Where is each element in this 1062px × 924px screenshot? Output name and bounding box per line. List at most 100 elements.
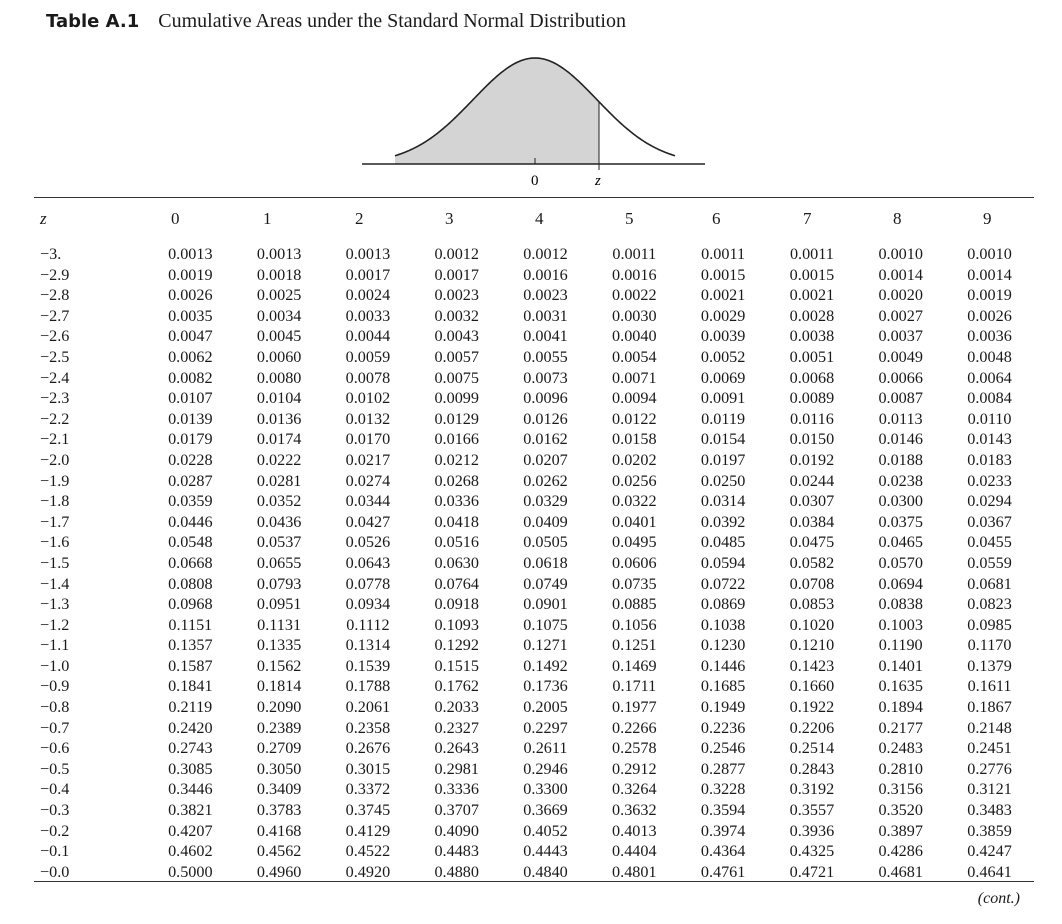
table-cell: 0.0314	[700, 492, 746, 511]
table-cell: 0.0038	[789, 327, 835, 346]
table-cell: 0.3745	[345, 801, 391, 820]
table-cell: 0.0367	[967, 512, 1012, 531]
table-cell: 0.0375	[878, 512, 923, 531]
table-cell: 0.0080	[256, 368, 302, 387]
table-cell: 0.0102	[345, 389, 391, 408]
table-cell: 0.0559	[967, 553, 1012, 572]
table-cell: 0.3085	[168, 759, 213, 778]
table-cell: 0.1635	[878, 677, 923, 696]
table-cell: 0.0057	[434, 347, 479, 366]
table-cell: 0.1093	[434, 615, 479, 634]
table-row: −1.9 0.0287 0.0281 0.0274 0.0268 0.0262 0.0256…	[34, 471, 1034, 492]
table-cell: 0.0035	[168, 306, 213, 325]
table-row: −0.6 0.2743 0.2709 0.2676 0.2643 0.2611 0.2578…	[34, 738, 1034, 759]
table-cell: 0.0329	[523, 492, 568, 511]
table-cell: 0.0409	[523, 512, 568, 531]
table-cell: 0.0300	[878, 492, 923, 511]
table-cell: 0.0150	[789, 430, 835, 449]
z-value: −0.2	[40, 821, 70, 840]
table-cell: 0.0028	[789, 306, 835, 325]
table-cell: 0.0344	[345, 492, 391, 511]
z-value: −0.5	[40, 759, 70, 778]
table-cell: 0.0526	[345, 533, 391, 552]
table-cell: 0.0359	[168, 492, 213, 511]
table-cell: 0.0951	[256, 595, 302, 614]
table-cell: 0.0019	[168, 265, 213, 284]
table-cell: 0.0655	[256, 553, 302, 572]
table-cell: 0.0238	[878, 471, 923, 490]
table-cell: 0.0212	[434, 450, 479, 469]
table-cell: 0.4325	[789, 842, 835, 861]
table-cell: 0.0136	[256, 409, 302, 428]
table-cell: 0.0025	[256, 286, 302, 305]
table-cell: 0.0017	[345, 265, 391, 284]
table-row: −0.1 0.4602 0.4562 0.4522 0.4483 0.4443 0.4404…	[34, 841, 1034, 862]
table-cell: 0.1515	[434, 656, 479, 675]
table-cell: 0.0078	[345, 368, 391, 387]
table-cell: 0.1587	[168, 656, 213, 675]
table-cell: 0.2611	[523, 739, 568, 758]
column-header-7: 7	[803, 209, 812, 228]
table-row: −2.8 0.0026 0.0025 0.0024 0.0023 0.0023 0.0022…	[34, 285, 1034, 306]
table-row: −2.2 0.0139 0.0136 0.0132 0.0129 0.0126 0.0122…	[34, 409, 1034, 430]
table-cell: 0.4801	[612, 862, 657, 881]
table-cell: 0.0026	[168, 286, 213, 305]
table-cell: 0.0183	[967, 450, 1012, 469]
table-cell: 0.1711	[612, 677, 657, 696]
table-cell: 0.2206	[789, 718, 835, 737]
table-cell: 0.0022	[612, 286, 657, 305]
z-value: −0.7	[40, 718, 70, 737]
table-cell: 0.0019	[967, 286, 1012, 305]
table-cell: 0.0668	[168, 553, 213, 572]
table-cell: 0.0287	[168, 471, 213, 490]
z-value: −1.6	[40, 533, 70, 552]
table-cell: 0.3121	[967, 780, 1012, 799]
origin-label: 0	[531, 173, 539, 189]
table-cell: 0.0869	[700, 595, 746, 614]
table-cell: 0.0537	[256, 533, 302, 552]
table-cell: 0.0446	[168, 512, 213, 531]
table-row: −1.5 0.0668 0.0655 0.0643 0.0630 0.0618 0.0606…	[34, 553, 1034, 574]
table-cell: 0.2743	[168, 739, 213, 758]
table-cell: 0.0146	[878, 430, 923, 449]
table-row: −0.2 0.4207 0.4168 0.4129 0.4090 0.4052 0.4013…	[34, 821, 1034, 842]
table-row: −1.3 0.0968 0.0951 0.0934 0.0918 0.0901 0.0885…	[34, 594, 1034, 615]
table-cell: 0.2327	[434, 718, 479, 737]
table-cell: 0.0179	[168, 430, 213, 449]
table-cell: 0.0384	[789, 512, 835, 531]
table-cell: 0.4129	[345, 821, 391, 840]
table-cell: 0.4364	[700, 842, 746, 861]
table-cell: 0.2578	[612, 739, 657, 758]
table-cell: 0.3015	[345, 759, 391, 778]
table-cell: 0.0044	[345, 327, 391, 346]
table-cell: 0.0032	[434, 306, 479, 325]
table-cell: 0.0694	[878, 574, 923, 593]
table-cell: 0.0233	[967, 471, 1012, 490]
continued-note: (cont.)	[977, 890, 1020, 907]
table-cell: 0.3936	[789, 821, 835, 840]
table-cell: 0.0013	[256, 245, 302, 263]
table-cell: 0.0132	[345, 409, 391, 428]
table-row: −0.5 0.3085 0.3050 0.3015 0.2981 0.2946 0.2912…	[34, 759, 1034, 780]
table-cell: 0.2148	[967, 718, 1012, 737]
table-cell: 0.0089	[789, 389, 835, 408]
table-cell: 0.0010	[967, 245, 1012, 263]
table-cell: 0.0322	[612, 492, 657, 511]
table-cell: 0.2451	[967, 739, 1012, 758]
table-cell: 0.1894	[878, 698, 923, 717]
table-cell: 0.0094	[612, 389, 657, 408]
table-cell: 0.0026	[967, 306, 1012, 325]
table-row: −2.9 0.0019 0.0018 0.0017 0.0017 0.0016 0.0016…	[34, 265, 1034, 286]
table-row: −3. 0.0013 0.0013 0.0013 0.0012 0.0012 0.0011 0…	[34, 244, 1034, 265]
table-cell: 0.1660	[789, 677, 835, 696]
z-value: −0.3	[40, 801, 70, 820]
z-value: −2.7	[40, 306, 70, 325]
z-value: −3.	[40, 245, 62, 263]
table-cell: 0.0139	[168, 409, 213, 428]
table-cell: 0.4681	[878, 862, 923, 881]
table-cell: 0.0016	[612, 265, 657, 284]
table-cell: 0.0307	[789, 492, 835, 511]
table-cell: 0.2483	[878, 739, 923, 758]
table-cell: 0.0465	[878, 533, 923, 552]
table-cell: 0.1230	[700, 636, 746, 655]
